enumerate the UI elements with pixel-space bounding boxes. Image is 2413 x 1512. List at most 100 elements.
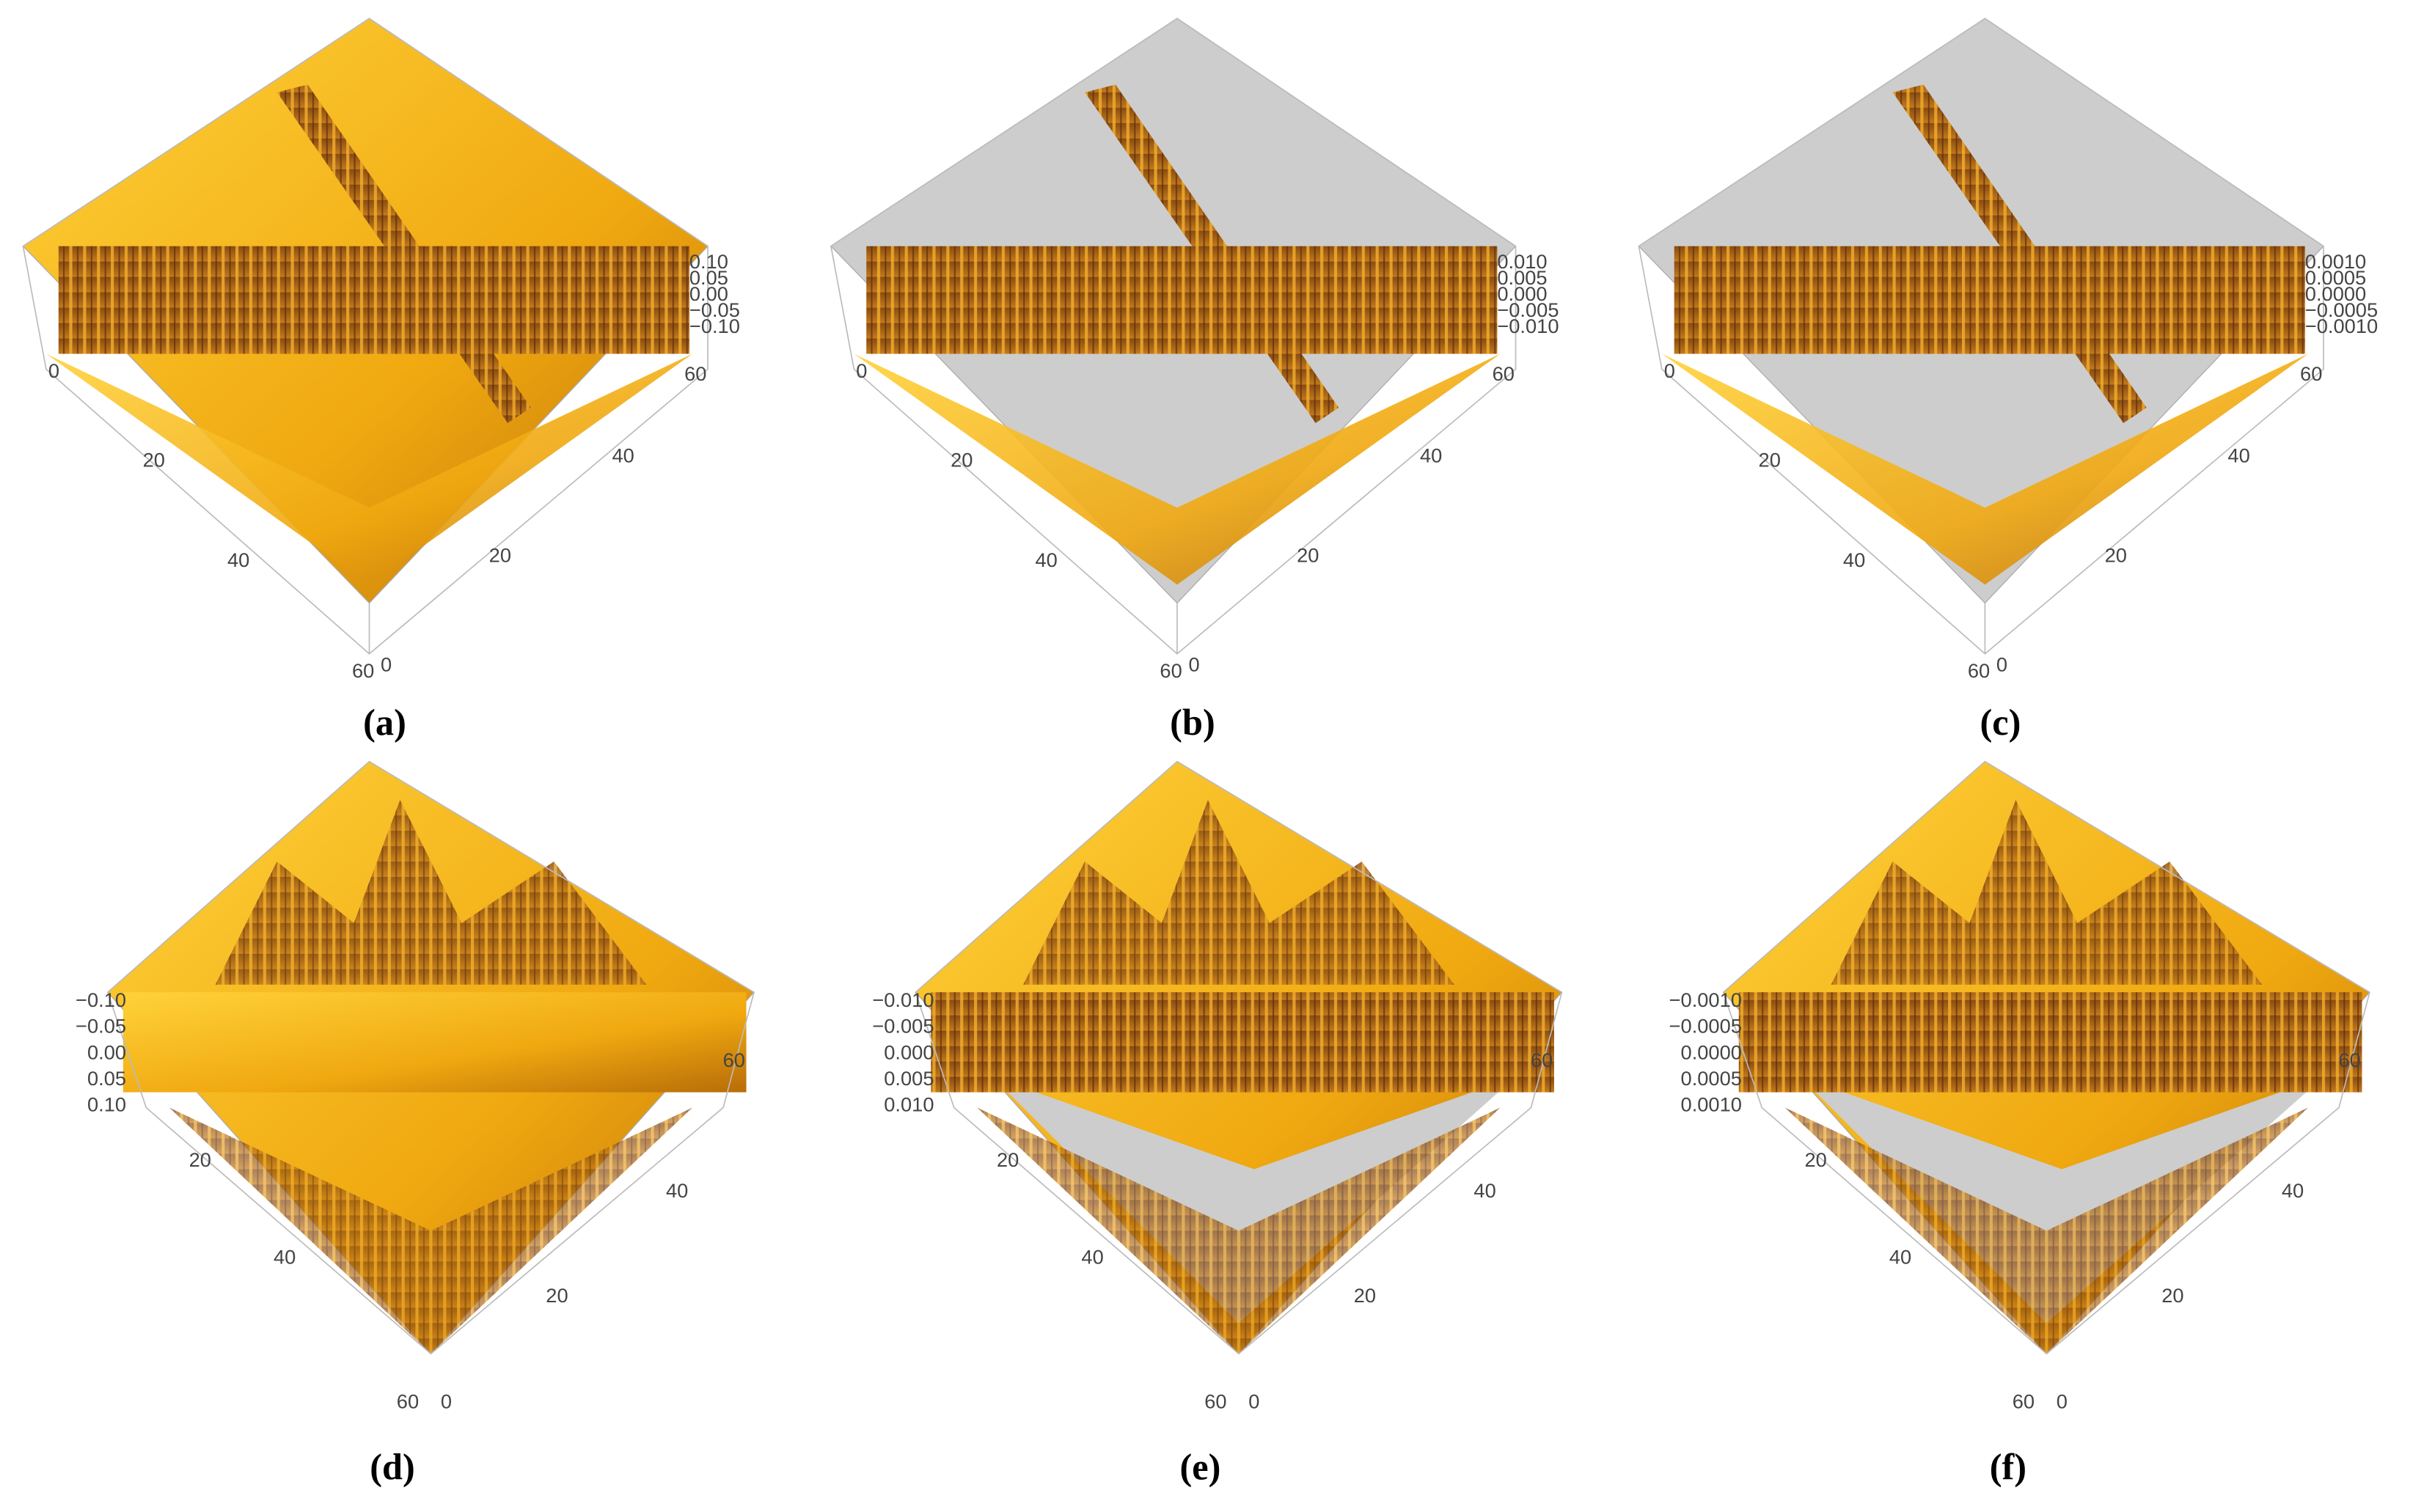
y-tick-label: 60 (723, 1049, 745, 1071)
surface-wall (931, 992, 1554, 1093)
z-tick-label: −0.05 (76, 1015, 126, 1038)
z-tick-label: 0.000 (884, 1041, 934, 1063)
bounding-box (830, 18, 1516, 247)
x-tick-label: 40 (1081, 1245, 1103, 1268)
z-tick-label: 0.10 (689, 250, 728, 273)
z-tick-label: −0.05 (689, 298, 740, 321)
x-tick-label: 40 (227, 548, 249, 571)
panel-label: (a) (363, 702, 406, 743)
surface-wall (122, 992, 747, 1093)
z-tick-label: −0.0005 (1669, 1015, 1742, 1038)
z-tick-label: 0.0000 (2305, 282, 2366, 305)
x-tick-label: 40 (1843, 548, 1865, 571)
z-tick-label: 0.05 (689, 266, 728, 289)
z-tick-label: 0.010 (1497, 250, 1547, 273)
panel: 0.100.050.00−0.05−0.10 0 20 40 60 0 20 40 60 (a) (22, 18, 740, 743)
z-tick-label: 0.000 (1497, 282, 1547, 305)
surface-wall (58, 246, 689, 354)
z-tick-label: 0.010 (884, 1093, 934, 1116)
panel: −0.0010 −0.0005 0.0000 0.0005 0.0010 20 40 60 0 2… (1669, 760, 2370, 1487)
surface-diagonal (1892, 84, 2147, 423)
x-tick-label: 60 (1160, 659, 1182, 682)
surface-diagonal (277, 84, 531, 423)
y-tick-label: 40 (1473, 1179, 1495, 1202)
bounding-box (1638, 18, 2324, 247)
x-tick-label: 20 (1804, 1148, 1826, 1171)
panel-label: (c) (1980, 702, 2021, 743)
panel: −0.010 −0.005 0.000 0.005 0.010 20 40 60 0 20 40 60… (872, 760, 1563, 1487)
z-tick-label: −0.0005 (2305, 298, 2378, 321)
surface-floor (1800, 1076, 2324, 1324)
surface-wall (1674, 246, 2305, 354)
x-tick-label: 0 (856, 359, 867, 382)
surface-lower (45, 353, 693, 585)
surface-spikes (1023, 799, 1454, 985)
z-tick-label: 0.0010 (2305, 250, 2366, 273)
z-tick-label: −0.0010 (2305, 315, 2378, 337)
z-tick-label: 0.005 (884, 1067, 934, 1090)
surface-lower (1661, 353, 2308, 585)
bounding-box (107, 760, 755, 1355)
x-tick-label: 20 (189, 1148, 211, 1171)
x-tick-label: 60 (352, 659, 374, 682)
z-tick-label: 0.10 (87, 1093, 126, 1116)
x-tick-label: 0 (1664, 359, 1675, 382)
y-tick-label: 0 (1188, 653, 1199, 676)
y-tick-label: 20 (1354, 1284, 1376, 1307)
z-tick-label: −0.0010 (1669, 988, 1742, 1011)
x-tick-label: 20 (951, 449, 973, 471)
y-tick-label: 60 (1531, 1049, 1553, 1071)
z-tick-label: −0.10 (76, 988, 126, 1011)
x-tick-label: 60 (2013, 1390, 2035, 1413)
surface-spikes (215, 799, 647, 985)
y-tick-label: 40 (2282, 1179, 2304, 1202)
y-tick-label: 40 (666, 1179, 688, 1202)
panel-label: (e) (1180, 1446, 1221, 1487)
z-tick-label: 0.0010 (1681, 1093, 1742, 1116)
panel-label: (b) (1170, 702, 1215, 743)
z-tick-label: 0.0005 (2305, 266, 2366, 289)
y-tick-label: 40 (612, 444, 634, 466)
z-tick-label: 0.0005 (1681, 1067, 1742, 1090)
z-tick-label: −0.005 (1497, 298, 1559, 321)
x-tick-label: 60 (1968, 659, 1990, 682)
y-tick-label: 20 (2161, 1284, 2183, 1307)
panel-label: (d) (370, 1446, 415, 1487)
y-tick-label: 20 (546, 1284, 568, 1307)
bounding-box (1722, 760, 2370, 1355)
y-tick-label: 0 (441, 1390, 452, 1413)
bounding-box (23, 18, 708, 247)
y-tick-label: 0 (1248, 1390, 1259, 1413)
surface-floor (992, 1076, 1516, 1324)
surface-lower (854, 353, 1501, 585)
z-tick-label: 0.00 (689, 282, 728, 305)
surface-wall (1738, 992, 2362, 1093)
z-tick-label: −0.10 (689, 315, 740, 337)
y-tick-label: 60 (684, 362, 706, 385)
surface-wall (866, 246, 1498, 354)
y-tick-label: 60 (2300, 362, 2322, 385)
x-tick-label: 20 (997, 1148, 1019, 1171)
y-tick-label: 20 (1297, 544, 1319, 567)
y-tick-label: 0 (1996, 653, 2007, 676)
z-tick-label: −0.005 (872, 1015, 934, 1038)
y-tick-label: 0 (2057, 1390, 2068, 1413)
x-tick-label: 40 (1035, 548, 1057, 571)
surface-spikes (1831, 799, 2263, 985)
y-tick-label: 20 (2105, 544, 2127, 567)
x-tick-label: 60 (397, 1390, 419, 1413)
bounding-box (915, 760, 1563, 1355)
x-tick-label: 60 (1204, 1390, 1226, 1413)
x-tick-label: 0 (48, 359, 59, 382)
z-tick-label: 0.005 (1497, 266, 1547, 289)
z-tick-label: 0.0000 (1681, 1041, 1742, 1063)
y-tick-label: 40 (1420, 444, 1442, 466)
x-tick-label: 20 (143, 449, 165, 471)
y-tick-label: 20 (489, 544, 511, 567)
y-tick-label: 60 (2338, 1049, 2360, 1071)
panel-label: (f) (1990, 1446, 2026, 1487)
